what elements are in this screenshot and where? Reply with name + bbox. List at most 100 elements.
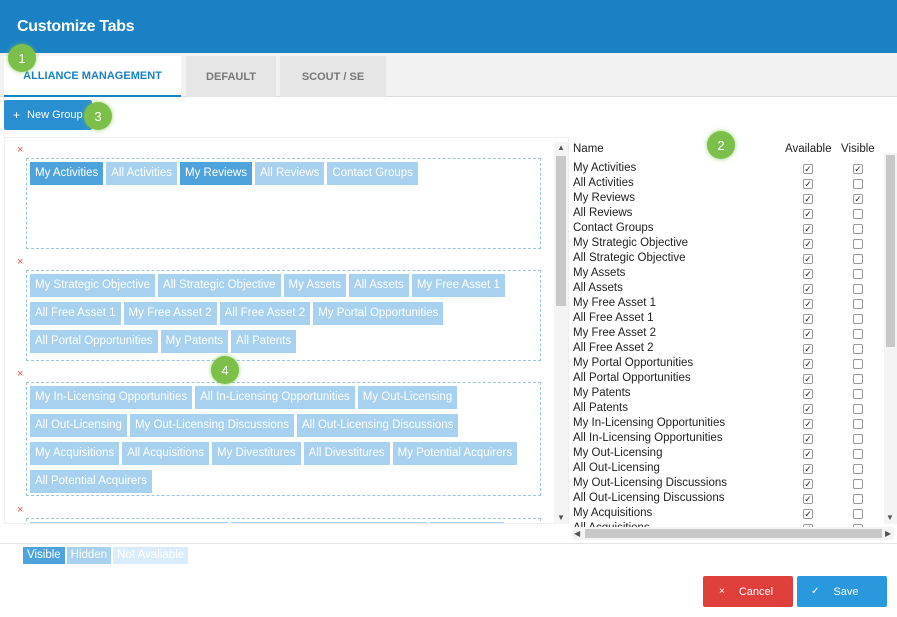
visible-checkbox[interactable]: ✓ xyxy=(853,164,863,174)
remove-group-icon[interactable]: × xyxy=(17,256,24,268)
tab-chip[interactable] xyxy=(231,522,427,523)
tab-group[interactable]: My In-Licensing Opportunities All In-Lic… xyxy=(26,382,541,496)
tab-chip[interactable]: All Acquisitions xyxy=(122,442,209,465)
tab-group[interactable] xyxy=(26,518,541,523)
tab-chip[interactable]: My Free Asset 1 xyxy=(411,274,505,297)
visible-checkbox[interactable] xyxy=(853,329,863,339)
tab-chip[interactable] xyxy=(430,522,504,523)
visible-checkbox[interactable] xyxy=(853,479,863,489)
tab-chip[interactable]: All Free Asset 2 xyxy=(219,302,311,325)
available-checkbox[interactable]: ✓ xyxy=(803,494,813,504)
tab-chip[interactable]: My Out-Licensing xyxy=(357,386,458,409)
available-checkbox[interactable]: ✓ xyxy=(803,254,813,264)
cancel-button[interactable]: × Cancel xyxy=(703,576,793,607)
available-checkbox[interactable]: ✓ xyxy=(803,389,813,399)
available-checkbox[interactable]: ✓ xyxy=(803,374,813,384)
tab-chip[interactable]: All Assets xyxy=(348,274,409,297)
available-checkbox[interactable]: ✓ xyxy=(803,359,813,369)
available-checkbox[interactable]: ✓ xyxy=(803,299,813,309)
visible-checkbox[interactable] xyxy=(853,269,863,279)
available-checkbox[interactable]: ✓ xyxy=(803,194,813,204)
remove-group-icon[interactable]: × xyxy=(17,144,24,156)
visible-checkbox[interactable] xyxy=(853,209,863,219)
scrollbar-thumb[interactable] xyxy=(886,155,895,347)
available-checkbox[interactable]: ✓ xyxy=(803,524,813,527)
tab-chip[interactable]: All In-Licensing Opportunities xyxy=(195,386,355,409)
tab-alliance-management[interactable]: ALLIANCE MANAGEMENT xyxy=(4,56,181,97)
tab-chip[interactable]: My Portal Opportunities xyxy=(313,302,444,325)
available-checkbox[interactable]: ✓ xyxy=(803,269,813,279)
visible-checkbox[interactable] xyxy=(853,239,863,249)
tab-chip[interactable]: All Out-Licensing xyxy=(30,414,127,437)
groups-scrollbar[interactable]: ▲ ▼ xyxy=(554,142,568,524)
tab-chip[interactable]: All Strategic Objective xyxy=(158,274,281,297)
tab-chip[interactable]: All Activities xyxy=(106,162,177,185)
scrollbar-thumb[interactable] xyxy=(556,156,566,306)
available-checkbox[interactable]: ✓ xyxy=(803,419,813,429)
visible-checkbox[interactable] xyxy=(853,314,863,324)
available-checkbox[interactable]: ✓ xyxy=(803,284,813,294)
visible-checkbox[interactable] xyxy=(853,224,863,234)
visible-checkbox[interactable] xyxy=(853,359,863,369)
scroll-down-icon[interactable]: ▼ xyxy=(557,513,565,522)
visible-checkbox[interactable] xyxy=(853,449,863,459)
tab-chip[interactable]: All Potential Acquirers xyxy=(30,470,152,493)
available-checkbox[interactable]: ✓ xyxy=(803,479,813,489)
tab-chip[interactable]: All Portal Opportunities xyxy=(30,330,158,353)
visible-checkbox[interactable] xyxy=(853,524,863,527)
table-horizontal-scrollbar[interactable]: ◀ ▶ xyxy=(573,527,894,540)
visible-checkbox[interactable] xyxy=(853,434,863,444)
table-vertical-scrollbar[interactable]: ▼ xyxy=(884,153,897,524)
visible-checkbox[interactable] xyxy=(853,494,863,504)
visible-checkbox[interactable] xyxy=(853,509,863,519)
scroll-right-icon[interactable]: ▶ xyxy=(885,529,892,538)
tab-chip[interactable]: All Free Asset 1 xyxy=(30,302,121,325)
tab-chip[interactable]: My Reviews xyxy=(179,162,252,185)
tab-chip[interactable]: My In-Licensing Opportunities xyxy=(30,386,193,409)
remove-group-icon[interactable]: × xyxy=(17,504,24,516)
tab-chip[interactable]: My Patents xyxy=(160,330,229,353)
tab-chip[interactable] xyxy=(30,522,228,523)
available-checkbox[interactable]: ✓ xyxy=(803,224,813,234)
scrollbar-thumb[interactable] xyxy=(585,529,882,538)
available-checkbox[interactable]: ✓ xyxy=(803,329,813,339)
visible-checkbox[interactable] xyxy=(853,464,863,474)
new-group-button[interactable]: + New Group xyxy=(4,100,92,130)
available-checkbox[interactable]: ✓ xyxy=(803,449,813,459)
visible-checkbox[interactable] xyxy=(853,389,863,399)
available-checkbox[interactable]: ✓ xyxy=(803,434,813,444)
visible-checkbox[interactable]: ✓ xyxy=(853,194,863,204)
visible-checkbox[interactable] xyxy=(853,179,863,189)
tab-chip[interactable]: All Patents xyxy=(231,330,297,353)
available-checkbox[interactable]: ✓ xyxy=(803,314,813,324)
tab-chip[interactable]: My Potential Acquirers xyxy=(392,442,518,465)
tab-group[interactable]: My Activities All Activities My Reviews … xyxy=(26,158,541,249)
available-checkbox[interactable]: ✓ xyxy=(803,179,813,189)
available-checkbox[interactable]: ✓ xyxy=(803,464,813,474)
remove-group-icon[interactable]: × xyxy=(17,368,24,380)
available-checkbox[interactable]: ✓ xyxy=(803,239,813,249)
visible-checkbox[interactable] xyxy=(853,299,863,309)
scroll-down-icon[interactable]: ▼ xyxy=(886,513,894,522)
tab-scout-se[interactable]: SCOUT / SE xyxy=(280,56,386,97)
save-button[interactable]: ✓ Save xyxy=(797,576,887,607)
visible-checkbox[interactable] xyxy=(853,284,863,294)
available-checkbox[interactable]: ✓ xyxy=(803,404,813,414)
tab-chip[interactable]: All Reviews xyxy=(254,162,325,185)
available-checkbox[interactable]: ✓ xyxy=(803,209,813,219)
tab-chip[interactable]: My Acquisitions xyxy=(30,442,120,465)
tab-group[interactable]: My Strategic Objective All Strategic Obj… xyxy=(26,270,541,361)
tab-chip[interactable]: My Assets xyxy=(283,274,346,297)
scroll-up-icon[interactable]: ▲ xyxy=(557,143,565,152)
tab-chip[interactable]: My Free Asset 2 xyxy=(123,302,217,325)
visible-checkbox[interactable] xyxy=(853,419,863,429)
visible-checkbox[interactable] xyxy=(853,404,863,414)
scroll-left-icon[interactable]: ◀ xyxy=(574,529,581,538)
tab-default[interactable]: DEFAULT xyxy=(186,56,276,97)
tab-chip[interactable]: Contact Groups xyxy=(327,162,418,185)
available-checkbox[interactable]: ✓ xyxy=(803,344,813,354)
tab-chip[interactable]: My Divestitures xyxy=(211,442,301,465)
tab-chip[interactable]: My Strategic Objective xyxy=(30,274,156,297)
visible-checkbox[interactable] xyxy=(853,254,863,264)
tab-chip[interactable]: All Divestitures xyxy=(303,442,390,465)
